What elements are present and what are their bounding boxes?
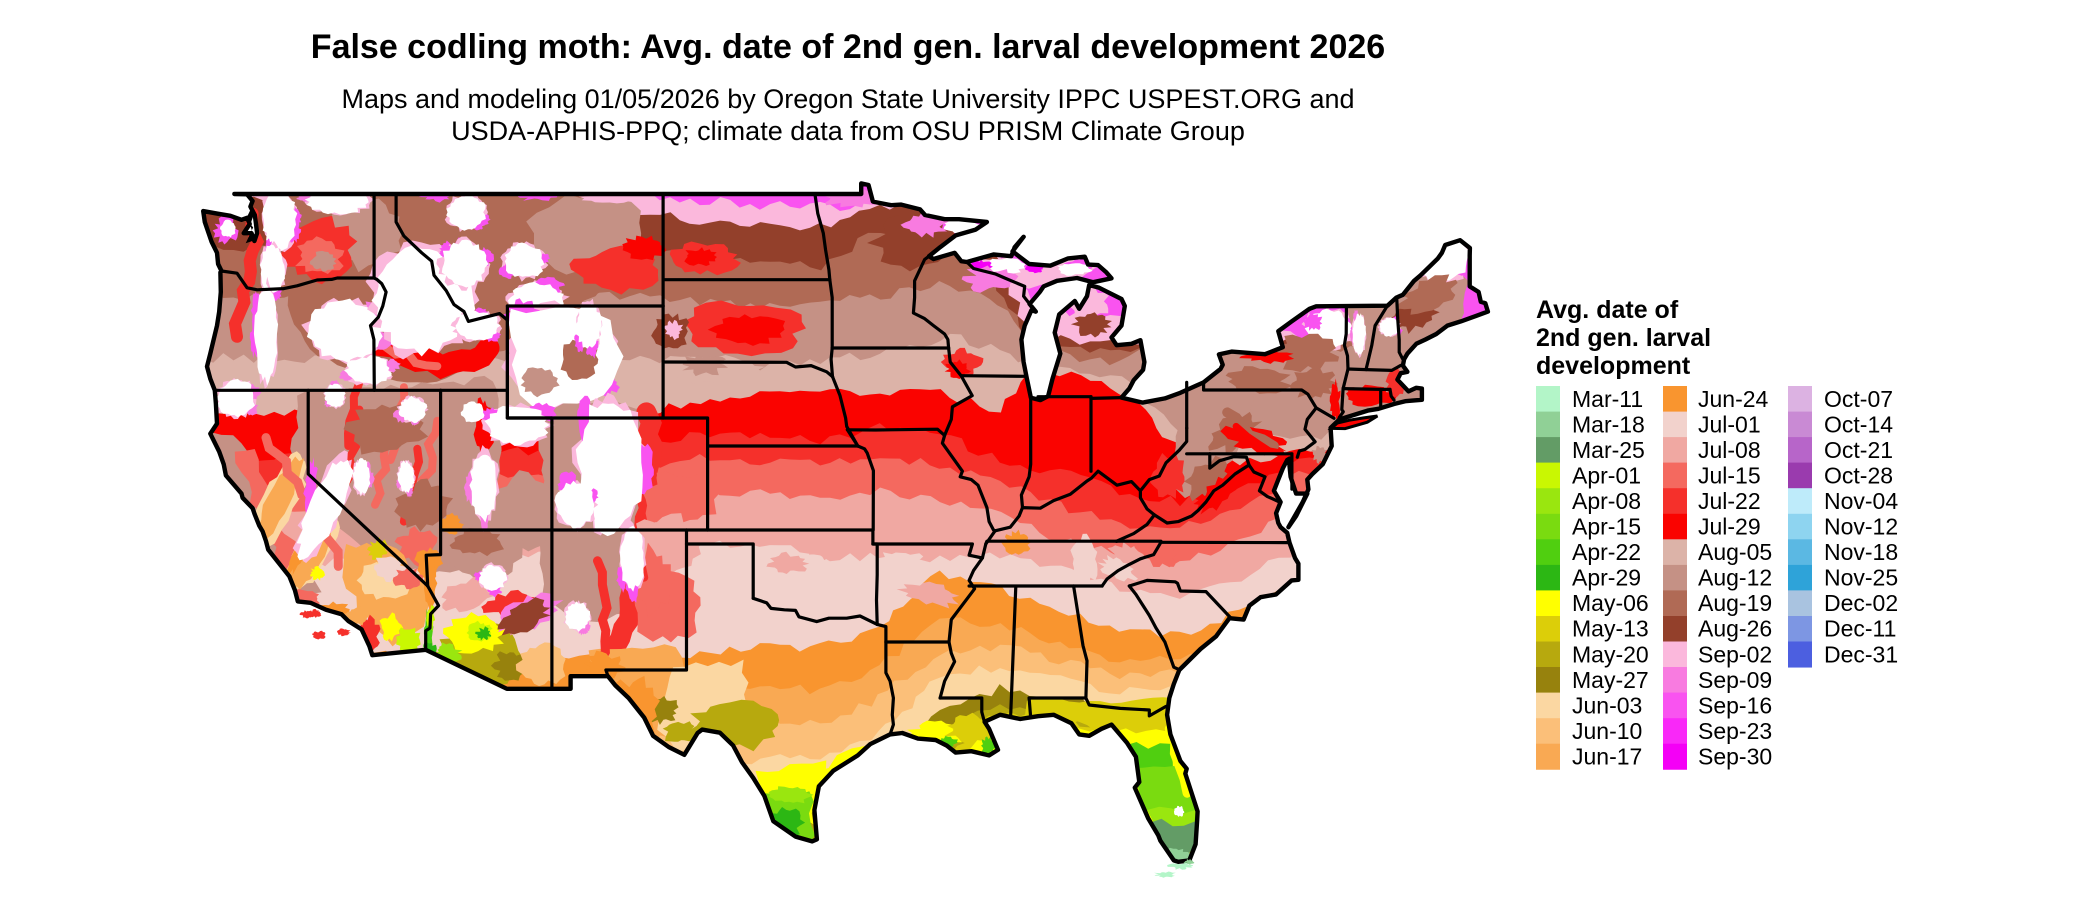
svg-text:Sep-09: Sep-09 <box>1698 667 1772 693</box>
svg-text:Jul-15: Jul-15 <box>1698 462 1761 488</box>
svg-text:Mar-25: Mar-25 <box>1572 437 1645 463</box>
svg-text:Aug-05: Aug-05 <box>1698 539 1772 565</box>
svg-text:Sep-16: Sep-16 <box>1698 692 1772 718</box>
svg-text:Jul-01: Jul-01 <box>1698 411 1761 437</box>
svg-text:Dec-31: Dec-31 <box>1824 641 1898 667</box>
svg-text:Nov-18: Nov-18 <box>1824 539 1898 565</box>
svg-text:Apr-22: Apr-22 <box>1572 539 1641 565</box>
svg-text:USDA-APHIS-PPQ; climate data f: USDA-APHIS-PPQ; climate data from OSU PR… <box>451 116 1245 146</box>
svg-text:Oct-14: Oct-14 <box>1824 411 1893 437</box>
svg-text:Maps and modeling 01/05/2026 b: Maps and modeling 01/05/2026 by Oregon S… <box>341 84 1354 114</box>
svg-text:Jul-22: Jul-22 <box>1698 488 1761 514</box>
svg-text:Oct-28: Oct-28 <box>1824 462 1893 488</box>
svg-text:Dec-11: Dec-11 <box>1824 616 1896 642</box>
svg-text:Mar-18: Mar-18 <box>1572 411 1645 437</box>
svg-text:May-20: May-20 <box>1572 641 1649 667</box>
svg-text:Nov-04: Nov-04 <box>1824 488 1898 514</box>
svg-text:Jun-10: Jun-10 <box>1572 718 1642 744</box>
svg-text:Apr-01: Apr-01 <box>1572 462 1641 488</box>
svg-text:Sep-30: Sep-30 <box>1698 744 1772 770</box>
svg-text:May-06: May-06 <box>1572 590 1649 616</box>
svg-text:Dec-02: Dec-02 <box>1824 590 1898 616</box>
svg-text:Apr-29: Apr-29 <box>1572 565 1641 591</box>
svg-text:Oct-21: Oct-21 <box>1824 437 1893 463</box>
svg-text:Aug-26: Aug-26 <box>1698 616 1772 642</box>
svg-text:Aug-19: Aug-19 <box>1698 590 1772 616</box>
svg-text:Nov-12: Nov-12 <box>1824 514 1898 540</box>
svg-text:development: development <box>1536 352 1691 380</box>
svg-text:2nd gen. larval: 2nd gen. larval <box>1536 324 1711 352</box>
svg-text:Avg. date of: Avg. date of <box>1536 296 1679 324</box>
svg-text:Apr-15: Apr-15 <box>1572 514 1641 540</box>
svg-text:Jun-24: Jun-24 <box>1698 386 1769 412</box>
svg-text:Jun-03: Jun-03 <box>1572 692 1642 718</box>
svg-text:Sep-02: Sep-02 <box>1698 641 1772 667</box>
svg-text:Nov-25: Nov-25 <box>1824 565 1898 591</box>
svg-text:May-27: May-27 <box>1572 667 1649 693</box>
svg-text:Sep-23: Sep-23 <box>1698 718 1772 744</box>
svg-text:May-13: May-13 <box>1572 616 1649 642</box>
svg-text:Jul-29: Jul-29 <box>1698 514 1761 540</box>
svg-text:Aug-12: Aug-12 <box>1698 565 1772 591</box>
svg-text:False codling moth: Avg. date: False codling moth: Avg. date of 2nd gen… <box>311 28 1385 66</box>
svg-text:Apr-08: Apr-08 <box>1572 488 1641 514</box>
svg-text:Mar-11: Mar-11 <box>1572 386 1643 412</box>
svg-text:Oct-07: Oct-07 <box>1824 386 1893 412</box>
svg-text:Jun-17: Jun-17 <box>1572 744 1642 770</box>
svg-text:Jul-08: Jul-08 <box>1698 437 1761 463</box>
